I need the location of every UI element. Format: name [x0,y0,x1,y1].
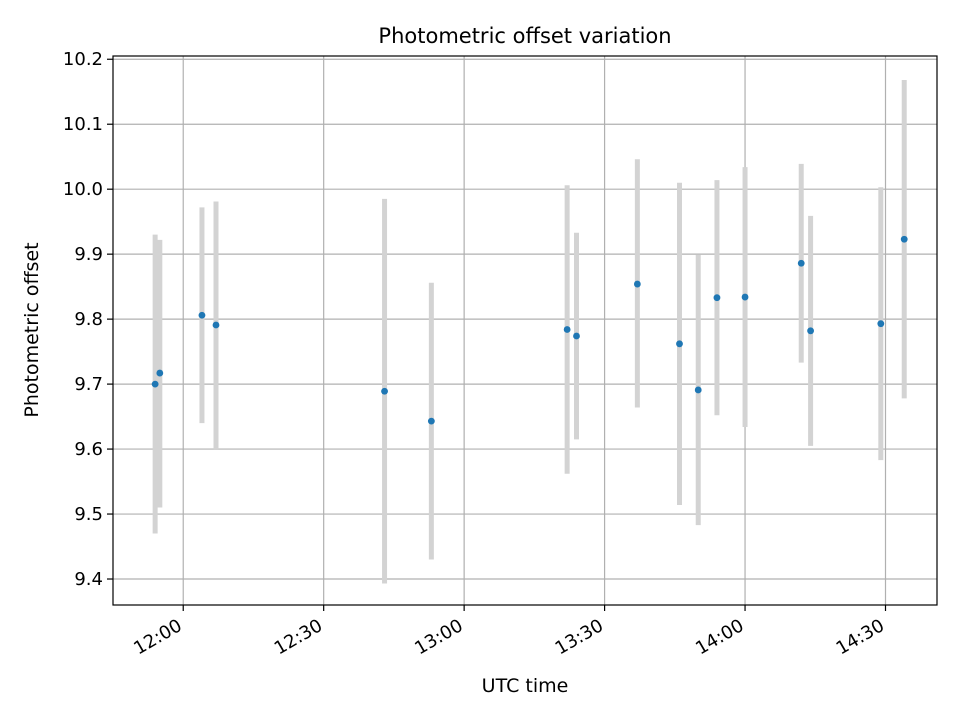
y-axis-ticks: 9.4 9.5 9.6 9.7 9.8 9.9 10.0 10.1 10.2 [63,49,113,590]
data-point [427,417,435,425]
y-tick-label: 9.4 [74,569,103,590]
data-point [741,293,749,301]
data-point [151,380,159,388]
data-point [807,327,814,335]
y-tick-label: 9.7 [74,374,103,395]
data-point [797,259,805,267]
data-point [573,332,580,340]
data-point [900,235,908,243]
data-point [198,311,206,319]
data-point [563,326,571,333]
y-tick-label: 9.6 [74,439,103,460]
y-tick-label: 10.0 [63,179,103,200]
data-point [676,340,683,348]
y-tick-label: 10.1 [63,114,103,135]
data-point [877,320,885,328]
chart-title: Photometric offset variation [378,24,671,48]
y-tick-label: 9.8 [74,309,103,330]
data-point [381,387,388,395]
y-tick-label: 9.5 [74,504,103,525]
data-point [713,294,721,302]
y-tick-label: 9.9 [74,244,103,265]
plot-frame [112,55,938,606]
y-axis-label: Photometric offset [21,242,43,417]
x-axis-label: UTC time [482,675,569,697]
data-point [212,321,220,329]
data-point [694,386,702,394]
data-point [633,280,641,288]
y-tick-label: 10.2 [63,49,103,70]
data-point [156,369,164,377]
data-points [151,235,908,425]
